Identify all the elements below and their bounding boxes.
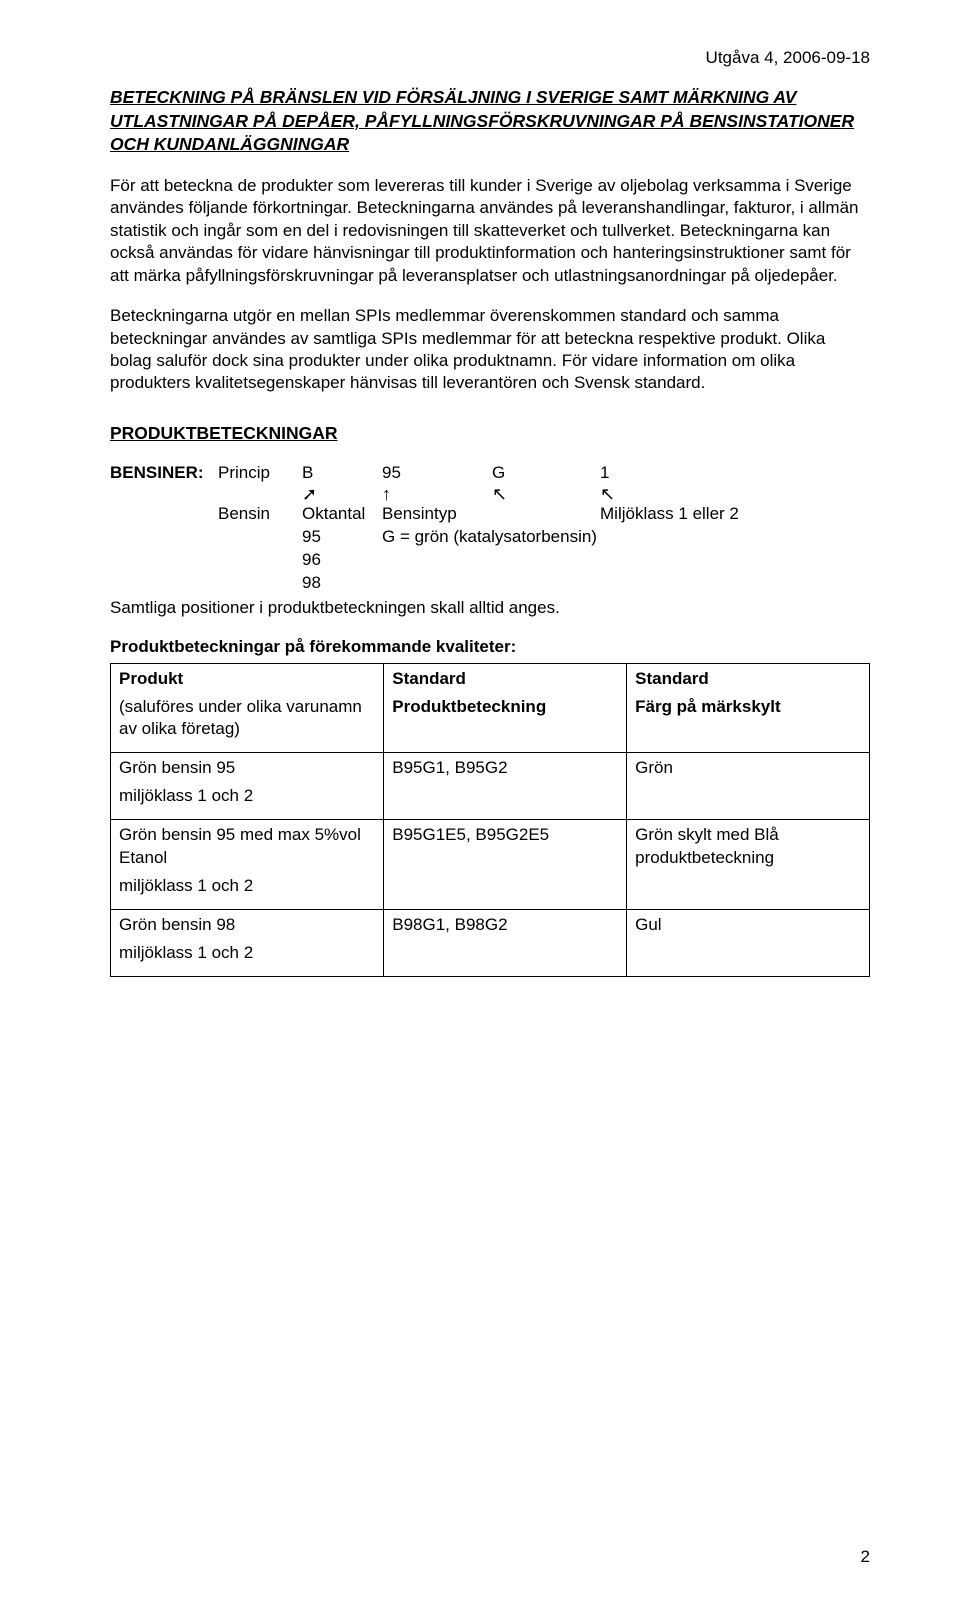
page: Utgåva 4, 2006-09-18 BETECKNING PÅ BRÄNS… [0,0,960,1601]
th-sub: (saluföres under olika varunamn av olika… [119,696,375,740]
princip-bensintyp: Bensintyp [382,503,492,526]
th-standard2: Standard [635,668,861,690]
label-princip: Princip [218,462,302,485]
cell-color: Grön skylt med Blå produktbeteckning [627,820,870,909]
sub-heading-kvaliteter: Produktbeteckningar på förekommande kval… [110,637,870,657]
table-header-row: Produkt (saluföres under olika varunamn … [111,663,870,752]
arrow-up-icon: ↑ [382,485,492,503]
cell-code: B95G1, B95G2 [384,753,627,820]
princip-1: 1 [600,462,870,485]
cell-name: Grön bensin 95 [119,757,375,779]
section-heading-produktbeteckningar: PRODUKTBETECKNINGAR [110,423,870,444]
paragraph-1: För att beteckna de produkter som levere… [110,175,870,287]
cell-color: Gul [627,909,870,976]
arrow-upleft2-icon: ↖ [600,485,870,503]
cell-class: miljöklass 1 och 2 [119,875,375,897]
product-table: Produkt (saluföres under olika varunamn … [110,663,870,977]
princip-o96: 96 [302,549,382,572]
princip-b: B [302,462,382,485]
cell-class: miljöklass 1 och 2 [119,785,375,807]
paragraph-2: Beteckningarna utgör en mellan SPIs medl… [110,305,870,395]
princip-miljoklass: Miljöklass 1 eller 2 [600,503,870,526]
princip-o98: 98 [302,572,382,595]
label-bensiner: BENSINER: [110,462,218,485]
princip-g: G [492,462,600,485]
princip-95: 95 [382,462,492,485]
princip-block: BENSINER: Princip B 95 G 1 ➚ ↑ ↖ ↖ Bensi… [110,462,870,595]
princip-oktantal: Oktantal [302,503,382,526]
arrow-upright-icon: ➚ [302,485,382,503]
table-row: Grön bensin 95 miljöklass 1 och 2 B95G1,… [111,753,870,820]
page-number: 2 [861,1547,870,1567]
th-standard1: Standard [392,668,618,690]
cell-code: B95G1E5, B95G2E5 [384,820,627,909]
table-row: Grön bensin 95 med max 5%vol Etanol milj… [111,820,870,909]
cell-code: B98G1, B98G2 [384,909,627,976]
th-prodbeteckning: Produktbeteckning [392,696,618,718]
princip-o95: 95 [302,526,382,549]
edition-date: Utgåva 4, 2006-09-18 [110,48,870,68]
document-title: BETECKNING PÅ BRÄNSLEN VID FÖRSÄLJNING I… [110,86,870,157]
arrow-upleft-icon: ↖ [492,485,600,503]
cell-color: Grön [627,753,870,820]
positions-line: Samtliga positioner i produktbeteckninge… [110,597,870,619]
th-farg: Färg på märkskylt [635,696,861,718]
princip-bensin: Bensin [218,503,302,526]
th-produkt: Produkt [119,668,375,690]
cell-name: Grön bensin 95 med max 5%vol Etanol [119,824,375,868]
cell-class: miljöklass 1 och 2 [119,942,375,964]
princip-gronkat: G = grön (katalysatorbensin) [382,526,492,549]
cell-name: Grön bensin 98 [119,914,375,936]
table-row: Grön bensin 98 miljöklass 1 och 2 B98G1,… [111,909,870,976]
